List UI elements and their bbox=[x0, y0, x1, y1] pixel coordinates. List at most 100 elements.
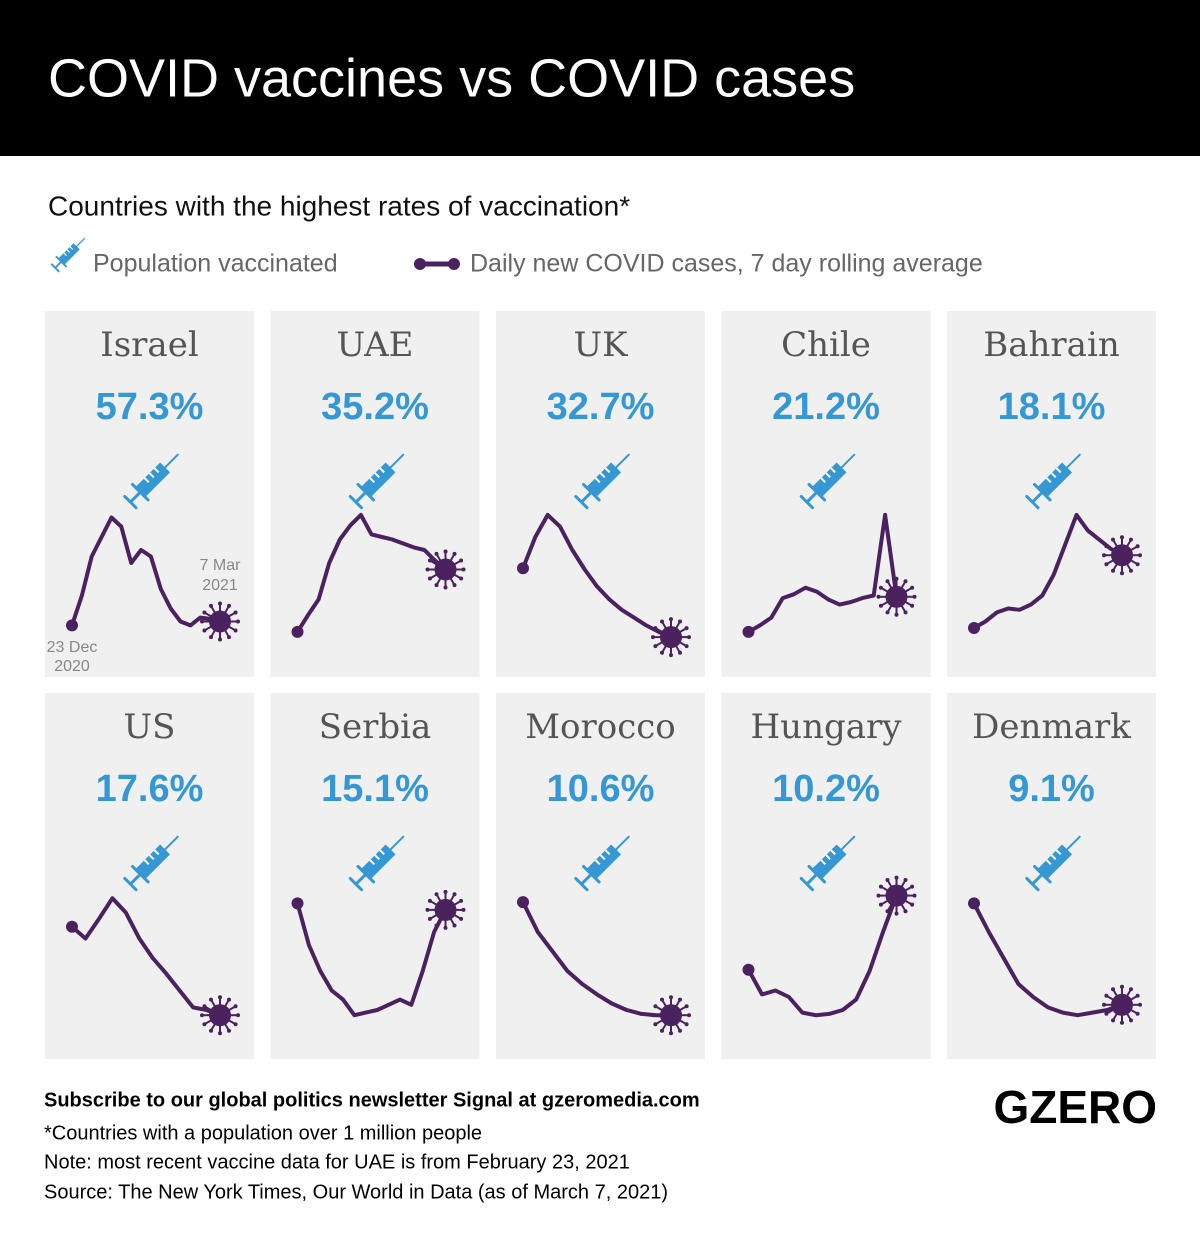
virus-body bbox=[660, 626, 682, 649]
virus-spike-tip bbox=[894, 875, 899, 880]
barrel bbox=[361, 844, 396, 879]
needle bbox=[389, 835, 405, 851]
subtitle: Countries with the highest rates of vacc… bbox=[48, 190, 630, 221]
virus-spike-tip bbox=[1135, 562, 1140, 567]
virus-spike-tip bbox=[1135, 544, 1140, 549]
needle bbox=[615, 453, 630, 469]
virus-spike bbox=[881, 600, 889, 607]
virus-marker bbox=[200, 601, 240, 642]
virus-spike bbox=[887, 604, 893, 613]
virus-spike bbox=[453, 560, 461, 566]
barrel-tick bbox=[153, 849, 160, 856]
barrel-tick bbox=[1050, 472, 1057, 479]
needle bbox=[164, 835, 179, 851]
virus-spike-tip bbox=[1104, 544, 1109, 549]
virus-spike bbox=[655, 1005, 663, 1012]
virus-spike-tip bbox=[434, 892, 439, 897]
virus-spike bbox=[655, 641, 663, 647]
virus-spike-tip bbox=[236, 1013, 240, 1018]
virus-spike-tip bbox=[1104, 993, 1109, 998]
virus-spike-tip bbox=[651, 635, 655, 640]
handle bbox=[50, 263, 60, 273]
start-dot bbox=[968, 897, 980, 910]
plunger bbox=[355, 490, 368, 503]
virus-spike bbox=[661, 1023, 667, 1031]
virus-spike-tip bbox=[427, 558, 432, 563]
virus-spike-tip bbox=[459, 898, 464, 903]
barrel bbox=[361, 462, 396, 497]
virus-spike bbox=[1106, 1008, 1114, 1015]
case-line bbox=[70, 896, 221, 1018]
virus-spike bbox=[1126, 989, 1132, 997]
virus-spike bbox=[449, 554, 455, 562]
virus-spike bbox=[679, 1005, 687, 1012]
virus-spike bbox=[210, 629, 216, 637]
vaccinated-share: 35.2% bbox=[321, 386, 429, 428]
virus-spike-tip bbox=[452, 892, 457, 897]
date-annotation: 2020 bbox=[54, 658, 90, 675]
virus-spike-tip bbox=[894, 612, 899, 617]
syringe-icon bbox=[799, 835, 856, 892]
virus-spike bbox=[224, 606, 230, 614]
virus-spike-tip bbox=[910, 884, 915, 889]
date-annotation: 2021 bbox=[202, 577, 238, 594]
handle bbox=[574, 494, 589, 510]
virus-spike-tip bbox=[678, 997, 682, 1002]
start-dot bbox=[291, 897, 304, 910]
virus-body bbox=[209, 1004, 231, 1027]
handle bbox=[799, 876, 815, 892]
barrel-tick bbox=[143, 859, 150, 865]
header-bar bbox=[0, 0, 1200, 156]
virus-body bbox=[434, 558, 457, 581]
virus-marker bbox=[876, 875, 917, 916]
plunger bbox=[129, 872, 142, 885]
barrel-tick bbox=[153, 467, 160, 474]
panel bbox=[721, 693, 931, 1059]
virus-spike-tip bbox=[885, 579, 890, 584]
panel bbox=[45, 693, 254, 1059]
virus-spike-tip bbox=[1120, 984, 1124, 989]
virus-marker bbox=[425, 889, 466, 930]
barrel-tick bbox=[143, 477, 150, 483]
virus-spike-tip bbox=[1111, 987, 1115, 992]
virus-spike-tip bbox=[687, 1013, 691, 1018]
barrel-tick bbox=[379, 849, 385, 856]
virus-spike bbox=[655, 1019, 663, 1025]
virus-spike-tip bbox=[209, 997, 213, 1002]
virus-spike-tip bbox=[894, 576, 899, 581]
virus-spike-tip bbox=[912, 893, 917, 898]
virus-spike-tip bbox=[1120, 535, 1124, 540]
virus-spike bbox=[675, 999, 681, 1008]
virus-spike bbox=[887, 880, 893, 888]
barrel bbox=[1038, 462, 1073, 497]
virus-spike-tip bbox=[678, 619, 682, 624]
virus-spike-tip bbox=[1135, 993, 1140, 998]
country-name: Morocco bbox=[525, 707, 676, 747]
virus-spike bbox=[675, 1023, 681, 1031]
virus-marker bbox=[876, 576, 917, 617]
syringe-icon bbox=[348, 835, 405, 892]
virus-spike-tip bbox=[660, 997, 664, 1002]
virus-spike-tip bbox=[653, 1004, 658, 1009]
virus-spike bbox=[1126, 539, 1132, 548]
virus-body bbox=[1111, 993, 1133, 1016]
virus-spike-tip bbox=[684, 1004, 689, 1009]
virus-marker bbox=[651, 995, 691, 1036]
case-line bbox=[746, 894, 899, 1018]
virus-spike bbox=[224, 1023, 230, 1031]
virus-spike-tip bbox=[878, 884, 883, 889]
barrel-tick bbox=[148, 854, 155, 861]
virus-spike bbox=[228, 1005, 236, 1012]
case-line bbox=[973, 512, 1123, 630]
subscribe: Subscribe to our global politics newslet… bbox=[44, 1089, 700, 1111]
barrel-tick bbox=[379, 467, 385, 474]
barrel-tick bbox=[69, 246, 74, 250]
virus-spike-tip bbox=[427, 576, 432, 581]
syringe-icon bbox=[574, 453, 630, 510]
virus-spike-tip bbox=[651, 1013, 655, 1018]
plunger bbox=[806, 490, 819, 503]
virus-spike bbox=[1130, 995, 1138, 1001]
vaccinated-share: 10.6% bbox=[547, 768, 655, 810]
barrel-tick bbox=[374, 472, 380, 479]
virus-spike bbox=[210, 1023, 216, 1031]
